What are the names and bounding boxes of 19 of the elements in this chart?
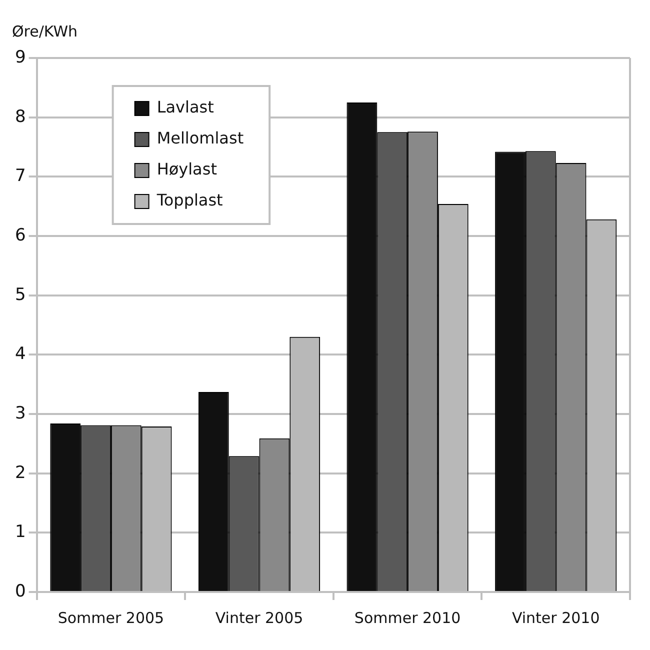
y-tick-label: 4 — [14, 344, 26, 364]
x-tick-label: Sommer 2005 — [58, 608, 164, 627]
x-tick-label: Vinter 2005 — [215, 608, 304, 627]
y-tick-label: 5 — [14, 284, 26, 305]
y-tick-label: 1 — [14, 522, 26, 542]
y-tick-label: 0 — [14, 581, 26, 602]
y-axis-title: Øre/KWh — [12, 22, 78, 40]
legend-label: Høylast — [156, 160, 217, 179]
x-tick-label: Vinter 2010 — [512, 608, 600, 627]
y-tick-label: 9 — [14, 47, 26, 68]
y-tick-label: 7 — [14, 166, 26, 186]
y-tick-label: 8 — [14, 106, 26, 127]
y-tick-label: 6 — [14, 225, 26, 246]
x-tick-label: Sommer 2010 — [354, 608, 461, 627]
y-tick-label: 3 — [14, 403, 26, 424]
y-tick-label: 2 — [14, 462, 26, 483]
legend-label: Mellomlast — [156, 128, 244, 148]
legend-label: Topplast — [156, 190, 223, 210]
legend-label: Lavlast — [156, 98, 214, 117]
